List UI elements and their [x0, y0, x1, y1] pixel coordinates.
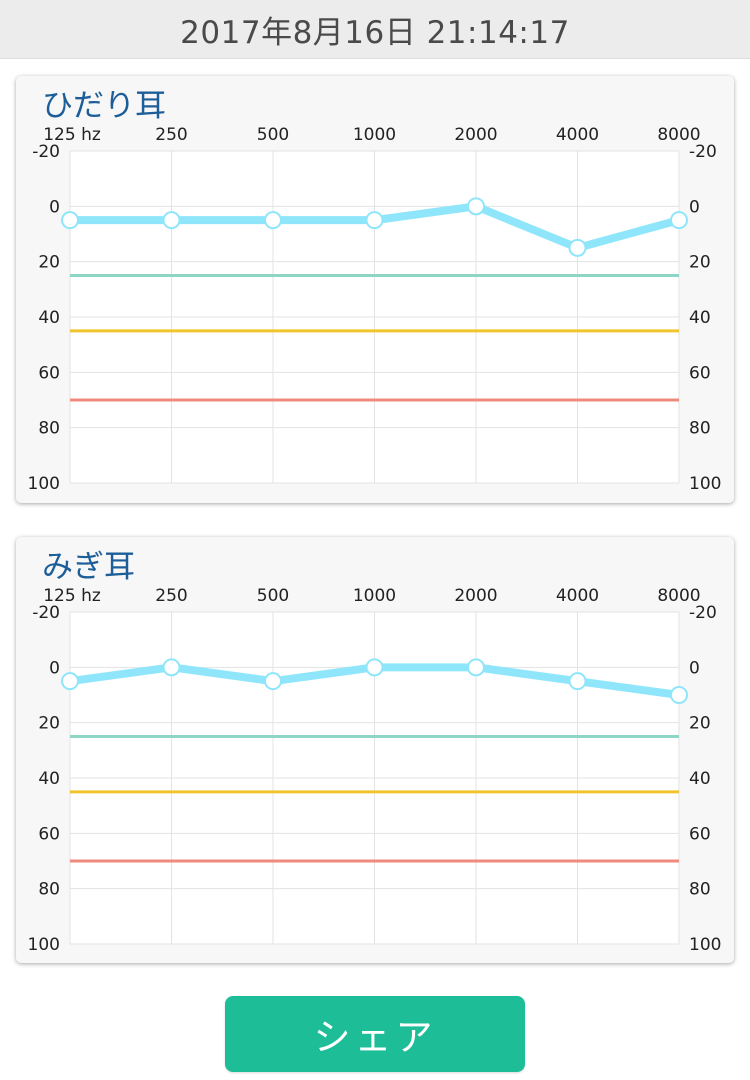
x-tick-label: 125 hz	[43, 125, 101, 145]
y-tick-label-left: 100	[28, 935, 60, 955]
data-point	[568, 672, 587, 691]
y-tick-label-left: 80	[38, 880, 60, 900]
left-ear-audiogram: -20 -20 0 0 20 20 40 40 60 60 80 80 100 100 125 hz 250 5…	[28, 125, 722, 494]
y-tick-label-left: -20	[32, 603, 60, 623]
x-tick-label: 250	[155, 586, 187, 606]
left-ear-title: ひだり耳	[42, 88, 166, 124]
x-tick-label: 500	[257, 125, 289, 145]
x-tick-label: 8000	[657, 125, 700, 145]
data-point	[61, 211, 79, 230]
y-tick-label-right: 20	[689, 714, 711, 734]
right-ear-card: みぎ耳 -20 -20 0 0 20 20 40 40 60 60 80 80 100 100 125 hz…	[16, 537, 734, 963]
y-tick-label-right: 100	[689, 474, 721, 494]
y-tick-label-right: 80	[689, 880, 711, 900]
right-ear-title: みぎ耳	[42, 549, 135, 585]
y-tick-label-left: 0	[49, 197, 60, 217]
left-ear-card: ひだり耳 -20 -20 0 0 20 20 40 40 60 60 80 80 100 100 125 h…	[16, 76, 734, 503]
y-tick-label-right: 0	[689, 197, 700, 217]
y-tick-label-left: 60	[38, 824, 60, 844]
right-ear-audiogram: -20 -20 0 0 20 20 40 40 60 60 80 80 100 100 125 hz 250 5…	[28, 586, 722, 955]
x-tick-label: 125 hz	[43, 586, 101, 606]
x-tick-label: 2000	[454, 125, 497, 145]
y-tick-label-right: -20	[689, 603, 717, 623]
data-point	[61, 672, 79, 691]
data-point	[365, 211, 384, 230]
y-tick-label-right: 60	[689, 363, 711, 383]
x-tick-label: 500	[257, 586, 289, 606]
data-point	[670, 686, 688, 704]
y-tick-label-right: 40	[689, 308, 711, 328]
y-tick-label-right: 0	[689, 658, 700, 678]
y-tick-label-right: -20	[689, 142, 717, 162]
date-time-title: 2017年8月16日 21:14:17	[180, 14, 570, 51]
data-point	[467, 658, 485, 677]
y-tick-label-left: 40	[38, 308, 60, 328]
share-button[interactable]: シェア	[225, 996, 525, 1072]
y-tick-label-right: 60	[689, 824, 711, 844]
data-point	[670, 211, 688, 230]
y-tick-label-left: 40	[38, 769, 60, 789]
data-point	[264, 211, 282, 230]
y-tick-label-left: 60	[38, 363, 60, 383]
data-point	[162, 658, 181, 677]
x-tick-label: 4000	[556, 586, 599, 606]
data-point	[467, 197, 485, 216]
x-tick-label: 1000	[353, 125, 396, 145]
y-tick-label-right: 100	[689, 935, 721, 955]
y-tick-label-left: 20	[38, 714, 60, 734]
y-tick-label-left: 0	[49, 658, 60, 678]
y-tick-label-left: 100	[28, 474, 60, 494]
data-point	[264, 672, 282, 691]
x-tick-label: 250	[155, 125, 187, 145]
data-point	[568, 238, 587, 257]
y-tick-label-right: 80	[689, 419, 711, 439]
data-point	[162, 211, 181, 230]
y-tick-label-right: 20	[689, 253, 711, 273]
header-bar: 2017年8月16日 21:14:17	[0, 0, 750, 59]
x-tick-label: 2000	[454, 586, 497, 606]
y-tick-label-left: 80	[38, 419, 60, 439]
y-tick-label-left: -20	[32, 142, 60, 162]
data-point	[365, 658, 384, 677]
x-tick-label: 8000	[657, 586, 700, 606]
y-tick-label-right: 40	[689, 769, 711, 789]
y-tick-label-left: 20	[38, 253, 60, 273]
x-tick-label: 1000	[353, 586, 396, 606]
x-tick-label: 4000	[556, 125, 599, 145]
